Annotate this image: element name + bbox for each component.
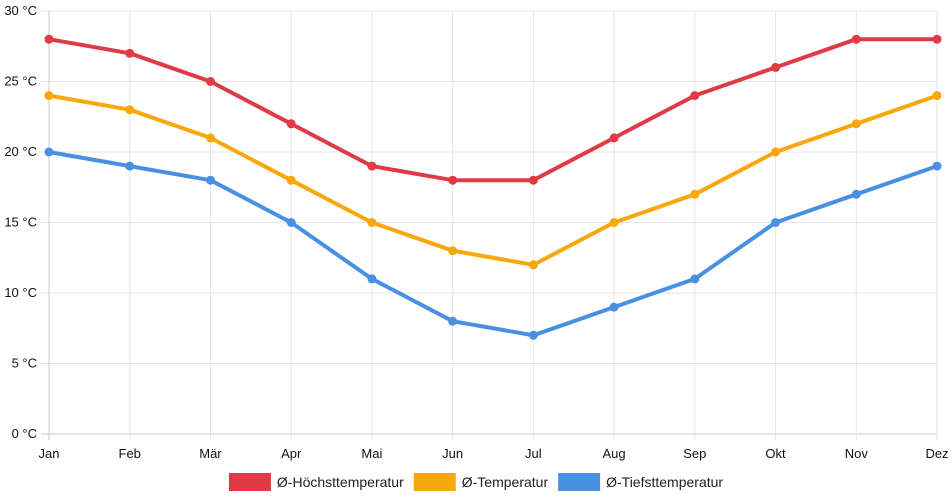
series-1: Ø-Höchsttemperatur Jan: 28 °C Ø-Höchsttem… (44, 34, 942, 185)
data-point[interactable]: Ø-Höchsttemperatur Nov: 28 °C (851, 34, 861, 44)
legend-item-3[interactable]: Ø-Tiefsttemperatur (558, 473, 723, 491)
y-tick-label: 25 °C (4, 74, 37, 89)
data-point[interactable]: Ø-Höchsttemperatur Mai: 19 °C (367, 161, 377, 171)
series-line (47, 150, 939, 338)
x-tick-label: Dez (925, 446, 948, 461)
data-point[interactable]: Ø-Höchsttemperatur Apr: 22 °C (286, 119, 296, 129)
x-tick-label: Jun (442, 446, 463, 461)
x-tick-label: Okt (765, 446, 786, 461)
data-point[interactable]: Ø-Tiefsttemperatur Mai: 11 °C (367, 274, 377, 284)
legend-swatch (558, 473, 601, 491)
x-tick-label: Mär (199, 446, 222, 461)
data-point[interactable]: Ø-Tiefsttemperatur Jan: 20 °C (44, 147, 54, 157)
data-point[interactable]: Ø-Höchsttemperatur Jun: 18 °C (448, 175, 458, 185)
data-point[interactable]: Ø-Temperatur Mär: 21 °C (205, 133, 215, 143)
series-line (47, 37, 939, 183)
y-tick-label: 10 °C (4, 285, 37, 300)
x-tick-label: Jan (39, 446, 60, 461)
data-point[interactable]: Ø-Temperatur Jan: 24 °C (44, 91, 54, 101)
x-tick-label: Nov (845, 446, 869, 461)
y-tick-label: 30 °C (4, 3, 37, 18)
legend-label: Ø-Temperatur (462, 474, 549, 490)
x-tick-label: Mai (361, 446, 382, 461)
data-point[interactable]: Ø-Temperatur Sep: 17 °C (690, 189, 700, 199)
data-point[interactable]: Ø-Tiefsttemperatur Aug: 9 °C (609, 302, 619, 312)
data-point[interactable]: Ø-Temperatur Nov: 22 °C (851, 119, 861, 129)
series-2: Ø-Temperatur Jan: 24 °C Ø-Temperatur Feb:… (44, 91, 942, 270)
data-point[interactable]: Ø-Tiefsttemperatur Jun: 8 °C (448, 316, 458, 326)
data-point[interactable]: Ø-Höchsttemperatur Okt: 26 °C (771, 62, 781, 72)
data-point[interactable]: Ø-Tiefsttemperatur Nov: 17 °C (851, 189, 861, 199)
data-point[interactable]: Ø-Höchsttemperatur Mär: 25 °C (205, 77, 215, 86)
data-point[interactable]: Ø-Tiefsttemperatur Sep: 11 °C (690, 274, 700, 284)
x-tick-label: Apr (281, 446, 302, 461)
data-point[interactable]: Ø-Tiefsttemperatur Feb: 19 °C (125, 161, 135, 171)
y-tick-label: 15 °C (4, 215, 37, 230)
legend: Ø-Höchsttemperatur Ø-Temperatur Ø-Tiefstte… (228, 473, 723, 491)
legend-label: Ø-Tiefsttemperatur (606, 474, 723, 490)
data-point[interactable]: Ø-Tiefsttemperatur Jul: 7 °C (528, 330, 538, 340)
series-lines: Ø-Höchsttemperatur Jan: 28 °C Ø-Höchsttem… (44, 34, 942, 340)
data-point[interactable]: Ø-Tiefsttemperatur Okt: 15 °C (771, 218, 781, 227)
legend-label: Ø-Höchsttemperatur (277, 474, 404, 490)
data-point[interactable]: Ø-Temperatur Apr: 18 °C (286, 175, 296, 185)
data-point[interactable]: Ø-Temperatur Feb: 23 °C (125, 105, 135, 115)
x-tick-label: Jul (525, 446, 542, 461)
data-point[interactable]: Ø-Höchsttemperatur Feb: 27 °C (125, 48, 135, 58)
grid-lines (41, 10, 938, 440)
data-point[interactable]: Ø-Tiefsttemperatur Dez: 19 °C (932, 161, 942, 171)
data-point[interactable]: Ø-Temperatur Jun: 13 °C (448, 246, 458, 256)
data-point[interactable]: Ø-Tiefsttemperatur Mär: 18 °C (205, 175, 215, 185)
data-point[interactable]: Ø-Höchsttemperatur Dez: 28 °C (932, 34, 942, 44)
series-line (47, 93, 939, 267)
series-3: Ø-Tiefsttemperatur Jan: 20 °C Ø-Tiefsttem… (44, 147, 942, 340)
data-point[interactable]: Ø-Höchsttemperatur Sep: 24 °C (690, 91, 700, 101)
legend-swatch (228, 473, 271, 491)
data-point[interactable]: Ø-Temperatur Mai: 15 °C (367, 218, 377, 227)
data-point[interactable]: Ø-Höchsttemperatur Jan: 28 °C (44, 34, 54, 44)
y-tick-label: 0 °C (12, 426, 37, 441)
y-axis-tick-labels: 0 °C 5 °C 10 °C 15 °C 20 °C 25 °C 30 °C (4, 3, 37, 441)
data-point[interactable]: Ø-Tiefsttemperatur Apr: 15 °C (286, 218, 296, 227)
x-tick-label: Feb (119, 446, 141, 461)
x-axis-tick-labels: Jan Feb Mär Apr Mai Jun Jul Aug Sep Okt Nov Dez (39, 446, 949, 461)
y-tick-label: 20 °C (4, 144, 37, 159)
x-tick-label: Aug (603, 446, 626, 461)
legend-swatch (413, 473, 456, 491)
legend-item-1[interactable]: Ø-Höchsttemperatur (228, 473, 404, 491)
legend-item-2[interactable]: Ø-Temperatur (413, 473, 549, 491)
data-point[interactable]: Ø-Temperatur Jul: 12 °C (528, 260, 538, 270)
data-point[interactable]: Ø-Höchsttemperatur Aug: 21 °C (609, 133, 619, 143)
data-point[interactable]: Ø-Temperatur Aug: 15 °C (609, 218, 619, 227)
data-point[interactable]: Ø-Temperatur Okt: 20 °C (771, 147, 781, 157)
data-point[interactable]: Ø-Temperatur Dez: 24 °C (932, 91, 942, 101)
data-point[interactable]: Ø-Höchsttemperatur Jul: 18 °C (528, 175, 538, 185)
y-tick-label: 5 °C (12, 356, 37, 371)
x-tick-label: Sep (683, 446, 706, 461)
